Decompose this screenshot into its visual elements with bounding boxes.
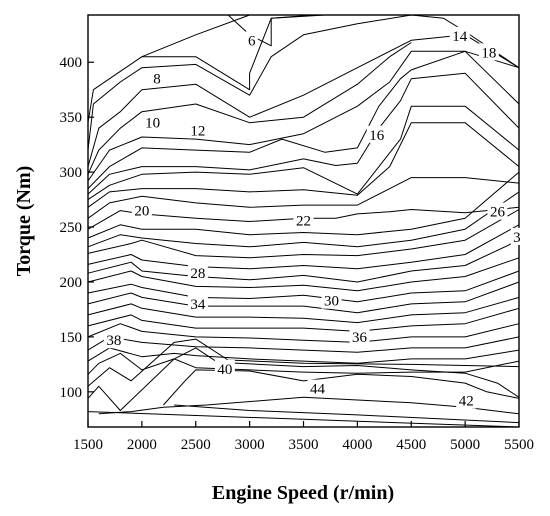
y-tick-label: 100 <box>60 385 83 401</box>
contour-line-28 <box>87 347 520 411</box>
contour-line-29 <box>98 396 520 415</box>
x-tick-label: 5000 <box>450 437 480 453</box>
x-tick-label: 3500 <box>289 437 319 453</box>
contour-label-bg <box>307 379 328 397</box>
contour-label-bg <box>478 43 499 61</box>
contour-line-30 <box>163 369 520 406</box>
contour-line-31 <box>174 404 520 424</box>
x-axis: 1500 2000 2500 3000 3500 4000 4500 5000 5500 <box>73 421 534 453</box>
contour-label-36: 36 <box>352 330 368 346</box>
contour-label-bg <box>449 26 470 44</box>
contour-label-bg <box>150 69 163 87</box>
contour-label-26: 26 <box>490 205 506 221</box>
contour-label-bg <box>214 359 235 377</box>
y-tick-label: 200 <box>60 275 83 291</box>
contour-label-40: 40 <box>217 362 232 378</box>
contour-label-bg <box>456 391 477 409</box>
contour-line-26 <box>87 352 520 375</box>
y-tick-label: 400 <box>60 55 83 71</box>
contour-line-18 <box>87 257 520 292</box>
contour-lines <box>87 14 520 428</box>
contour-line-27 <box>87 338 520 387</box>
contour-line-22 <box>87 307 520 332</box>
contour-line-4 <box>87 34 520 167</box>
contour-label-22: 22 <box>296 213 311 229</box>
contour-line-8 <box>87 72 520 195</box>
x-tick-label: 4000 <box>342 437 372 453</box>
contour-line-6 <box>87 50 520 182</box>
contour-label-28: 28 <box>190 266 205 282</box>
x-tick-label: 1500 <box>73 437 103 453</box>
contour-label-bg <box>187 294 208 312</box>
y-tick-label: 150 <box>60 330 83 346</box>
contour-label-18: 18 <box>481 45 496 61</box>
contour-label-bg <box>510 227 523 245</box>
contour-line-14 <box>87 191 520 248</box>
contour-label-14: 14 <box>452 29 468 45</box>
contour-label-3: 3 <box>513 230 521 246</box>
contour-label-30: 30 <box>324 294 339 310</box>
contour-label-bg <box>187 121 208 139</box>
contour-label-bg <box>293 211 314 229</box>
x-axis-title: Engine Speed (r/min) <box>212 482 394 504</box>
contour-label-bg <box>131 201 152 219</box>
contour-line-7 <box>87 50 520 189</box>
contour-line-10 <box>87 122 520 208</box>
contour-line-5 <box>87 42 412 175</box>
contour-label-10: 10 <box>145 116 160 132</box>
contour-line-16 <box>87 224 520 270</box>
x-tick-label: 2500 <box>181 437 211 453</box>
contour-label-44: 44 <box>310 382 326 398</box>
y-tick-label: 250 <box>60 220 83 236</box>
contour-labels: 6 8 10 12 14 16 18 20 22 26 28 30 34 36 38 40 42 44 3 <box>103 26 523 410</box>
contour-line-17 <box>87 239 520 283</box>
contour-label-bg <box>487 202 508 220</box>
contour-label-6: 6 <box>248 33 256 49</box>
contour-label-38: 38 <box>106 333 121 349</box>
contour-line-32 <box>87 411 520 428</box>
contour-line-1 <box>141 14 326 91</box>
x-tick-label: 4500 <box>396 437 426 453</box>
contour-line-21 <box>87 296 520 324</box>
contour-line-20 <box>87 281 520 314</box>
contour-line-11 <box>87 177 520 219</box>
contour-label-8: 8 <box>153 72 161 88</box>
contour-label-bg <box>366 125 387 143</box>
contour-label-20: 20 <box>134 204 149 220</box>
x-tick-label: 5500 <box>504 437 534 453</box>
contour-label-bg <box>321 291 342 309</box>
contour-label-16: 16 <box>369 128 385 144</box>
contour-line-9 <box>87 105 520 201</box>
contour-label-bg <box>103 331 124 349</box>
y-axis: 100 150 200 250 300 350 400 <box>60 55 94 401</box>
contour-line-24 <box>87 336 520 353</box>
x-tick-label: 3000 <box>235 437 265 453</box>
contour-label-bg <box>142 113 163 131</box>
contour-label-bg <box>187 264 208 282</box>
contour-label-bg <box>245 31 258 49</box>
y-tick-label: 350 <box>60 110 83 126</box>
contour-line-19 <box>87 270 520 303</box>
x-tick-label: 2000 <box>127 437 157 453</box>
contour-line-23 <box>87 323 520 343</box>
contour-label-bg <box>349 327 370 345</box>
contour-line-0 <box>87 14 250 123</box>
contour-label-42: 42 <box>459 394 474 410</box>
contour-label-12: 12 <box>190 123 205 139</box>
y-axis-title: Torque (Nm) <box>13 166 35 277</box>
contour-line-15 <box>87 209 520 259</box>
y-tick-label: 300 <box>60 165 83 181</box>
contour-line-25 <box>87 347 520 364</box>
contour-line-3 <box>87 14 520 151</box>
contour-line-13 <box>87 171 520 239</box>
contour-label-34: 34 <box>190 297 206 313</box>
